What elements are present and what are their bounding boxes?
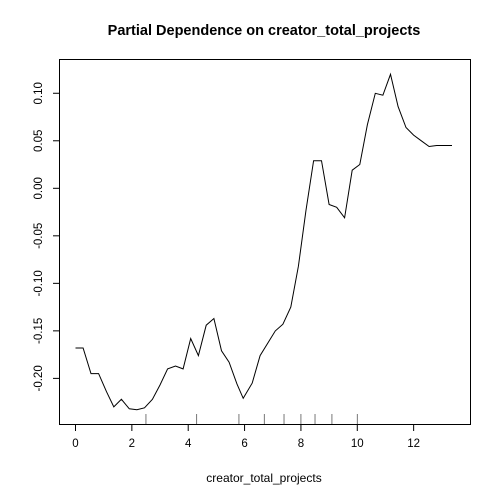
x-tick-label: 2: [129, 438, 135, 450]
x-tick-label: 4: [185, 438, 192, 450]
series-group: [75, 72, 452, 411]
x-tick-label: 10: [351, 438, 364, 450]
y-tick-label: -0.05: [33, 223, 45, 249]
x-axis: 0 2 4 6 8 10 12: [72, 424, 420, 450]
rug-marks: [145, 414, 358, 424]
y-tick-label: 0.05: [33, 130, 45, 152]
chart-title: Partial Dependence on creator_total_proj…: [108, 23, 421, 39]
y-tick-label: -0.15: [33, 318, 45, 344]
y-tick-label: -0.20: [33, 365, 45, 391]
y-axis: -0.20 -0.15 -0.10 -0.05 0.00 0.05 0.10: [33, 82, 60, 391]
x-axis-label: creator_total_projects: [206, 471, 321, 485]
series-line: [75, 72, 452, 411]
y-tick-label: 0.00: [33, 177, 45, 199]
x-tick-label: 12: [407, 438, 420, 450]
x-tick-label: 0: [72, 438, 78, 450]
y-tick-label: -0.10: [33, 270, 45, 296]
plot-frame: [59, 59, 471, 425]
x-tick-label: 8: [298, 438, 304, 450]
y-tick-label: 0.10: [33, 82, 45, 104]
x-tick-label: 6: [241, 438, 247, 450]
